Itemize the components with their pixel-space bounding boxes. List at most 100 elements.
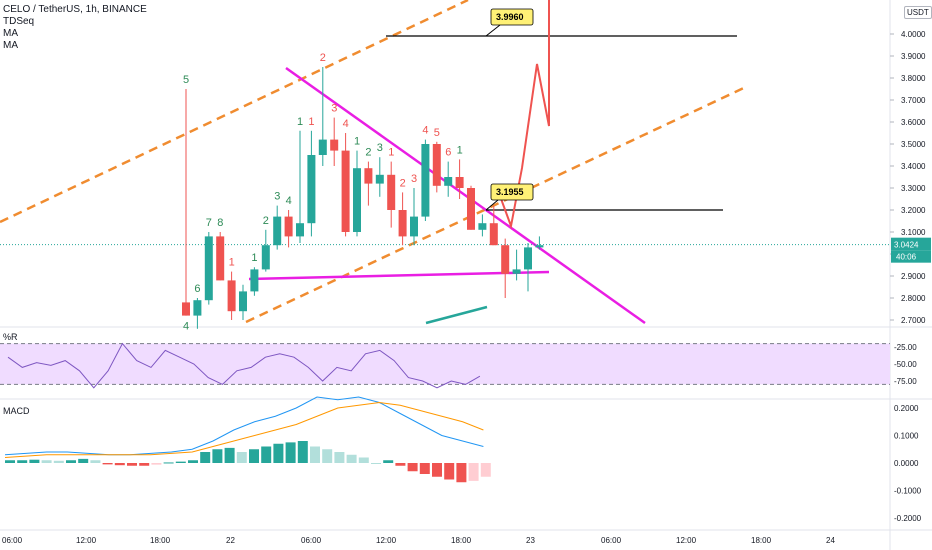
symbol-title[interactable]: CELO / TetherUS, 1h, BINANCE: [3, 4, 147, 15]
td-seq-label: 2: [320, 52, 326, 64]
macd-histogram-bar: [334, 452, 345, 463]
macd-histogram-bar: [285, 442, 296, 463]
time-tick-label: 06:00: [2, 536, 23, 545]
macd-histogram-bar: [346, 454, 357, 463]
indicator-ma-1[interactable]: MA: [3, 28, 18, 39]
macd-histogram-bar: [127, 463, 137, 466]
price-tick-label: 3.2000: [901, 206, 926, 215]
time-tick-label: 18:00: [751, 536, 772, 545]
price-tick-label: 3.4000: [901, 162, 926, 171]
channel-upper-line: [0, 0, 469, 224]
macd-signal-line: [4, 401, 484, 458]
williams-r-line: [7, 342, 481, 389]
macd-histogram-bar: [29, 459, 40, 463]
macd-histogram-bar: [90, 460, 101, 463]
macd-histogram-bar: [163, 462, 174, 464]
williams-r-tick: -25.00: [894, 343, 917, 352]
candle-body: [296, 223, 304, 237]
williams-r-label[interactable]: %R: [3, 332, 18, 342]
macd-tick: 0.2000: [894, 404, 919, 413]
macd-histogram-bar: [407, 463, 418, 472]
time-tick-label: 12:00: [376, 536, 397, 545]
macd-histogram-bar: [175, 461, 186, 463]
macd-label[interactable]: MACD: [3, 406, 30, 416]
price-tick-label: 3.3000: [901, 184, 926, 193]
macd-histogram-bar: [322, 449, 333, 463]
channel-lower-line: [245, 84, 749, 324]
williams-r-tick: -75.00: [894, 377, 917, 386]
macd-histogram-bar: [261, 446, 272, 463]
td-seq-label: 4: [422, 125, 428, 137]
td-seq-label: 8: [217, 217, 223, 229]
candle-body: [524, 247, 532, 270]
macd-histogram-bar: [139, 463, 150, 466]
macd-histogram-bar: [371, 463, 381, 464]
indicator-tdseq[interactable]: TDSeq: [3, 16, 35, 27]
candle-body: [330, 139, 339, 151]
candle-body: [227, 280, 236, 312]
macd-tick: 0.0000: [894, 459, 919, 468]
td-seq-label: 6: [194, 283, 200, 295]
td-seq-label: 5: [183, 74, 189, 86]
candle-body: [410, 216, 418, 237]
candle-body: [250, 269, 259, 292]
candle-body: [535, 245, 544, 248]
callout-mid-box: [490, 183, 534, 201]
time-tick-label: 18:00: [451, 536, 472, 545]
time-tick-label: 12:00: [76, 536, 97, 545]
price-tick-label: 3.8000: [901, 74, 926, 83]
td-seq-label: 1: [308, 116, 314, 128]
td-seq-label: 1: [229, 257, 235, 269]
candle-body: [455, 177, 464, 188]
candle-body: [193, 300, 202, 316]
macd-histogram-bar: [78, 458, 89, 463]
macd-histogram-bar: [114, 463, 125, 466]
candle-body: [307, 155, 316, 224]
candle-body: [204, 236, 213, 301]
callout-top-text: 3.9960: [496, 12, 524, 22]
macd-histogram-bar: [456, 463, 467, 483]
price-tick-label: 2.7000: [901, 316, 926, 325]
macd-tick: 0.1000: [894, 432, 919, 441]
candle-body: [432, 144, 441, 186]
macd-line: [4, 396, 484, 456]
descending-trendline: [285, 66, 646, 325]
macd-histogram-bar: [41, 460, 52, 463]
macd-histogram-bar: [212, 449, 223, 463]
macd-histogram-bar: [17, 460, 28, 463]
callout-top-pointer: [485, 24, 501, 37]
macd-histogram-bar: [468, 463, 479, 481]
williams-r-band: [0, 343, 890, 385]
current-price-value: 3.0424: [894, 241, 919, 250]
td-seq-label: 1: [251, 252, 257, 264]
td-seq-label: 3: [377, 142, 383, 154]
williams-r-tick: -50.00: [894, 360, 917, 369]
candle-body: [421, 144, 430, 217]
macd-tick: -0.1000: [894, 487, 922, 496]
candle-body: [318, 139, 327, 155]
td-seq-label: 1: [388, 147, 394, 159]
td-seq-label: 1: [354, 136, 360, 148]
support-trendline: [248, 270, 550, 281]
macd-histogram-bar: [297, 441, 308, 463]
countdown-value: 40:06: [896, 253, 917, 262]
macd-histogram-bar: [383, 460, 394, 463]
td-seq-label: 4: [183, 321, 189, 333]
td-seq-label: 2: [263, 215, 269, 227]
time-tick-label: 12:00: [676, 536, 697, 545]
candle-body: [341, 150, 350, 232]
td-seq-label: 1: [297, 116, 303, 128]
macd-histogram-bar: [53, 460, 64, 463]
macd-histogram-bar: [188, 460, 198, 463]
td-seq-label: 2: [400, 177, 406, 189]
indicator-ma-2[interactable]: MA: [3, 40, 18, 51]
macd-histogram-bar: [310, 446, 320, 463]
candle-body: [478, 223, 487, 230]
macd-histogram-bar: [5, 460, 15, 463]
price-tick-label: 4.0000: [901, 30, 926, 39]
macd-histogram-bar: [200, 452, 211, 463]
currency-badge[interactable]: USDT: [904, 6, 932, 19]
time-tick-label: 24: [826, 536, 835, 545]
time-tick-label: 18:00: [150, 536, 171, 545]
